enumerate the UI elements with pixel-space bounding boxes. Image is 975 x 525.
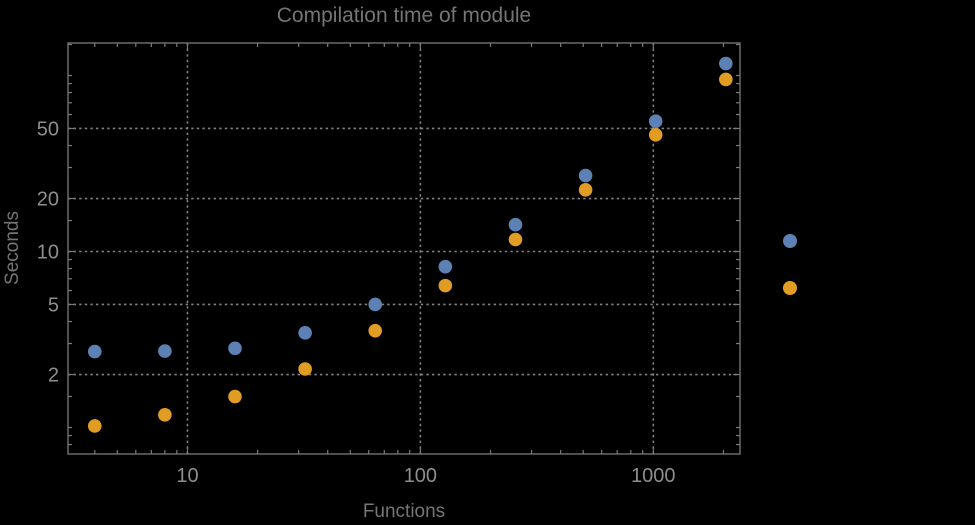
x-axis-label: Functions <box>362 501 446 522</box>
y-tick-label: 2 <box>48 365 59 387</box>
data-point-series2-x2048 <box>719 72 733 87</box>
data-point-series2-x64 <box>368 323 383 338</box>
x-tick-label: 10 <box>176 465 198 487</box>
data-point-series1-x16 <box>228 341 242 356</box>
data-point-series2-x16 <box>228 389 242 404</box>
data-point-series1-x8 <box>158 344 172 358</box>
data-point-series1-x128 <box>438 259 453 274</box>
y-axis-label: Seconds <box>2 211 23 285</box>
data-point-series1-x512 <box>578 168 593 183</box>
legend-swatch-2 <box>783 281 797 295</box>
data-point-series1-x4 <box>87 344 102 359</box>
y-tick-label: 5 <box>48 294 59 316</box>
y-tick-label: 10 <box>37 242 59 264</box>
data-point-series2-x8 <box>158 408 172 422</box>
y-tick-label: 50 <box>37 118 59 140</box>
plot-frame <box>67 42 741 455</box>
data-point-series1-x2048 <box>719 56 733 71</box>
chart-title: Compilation time of module <box>276 4 532 27</box>
legend-swatch-1 <box>783 234 797 248</box>
data-point-series1-x64 <box>368 297 383 312</box>
x-tick-label: 1000 <box>631 465 676 487</box>
data-point-series2-x1024 <box>648 128 663 142</box>
data-point-series2-x4 <box>87 419 102 433</box>
data-point-series2-x32 <box>298 362 312 376</box>
data-point-series1-x256 <box>508 217 523 232</box>
data-point-series2-x256 <box>508 232 523 247</box>
plot-legend <box>783 234 797 295</box>
y-tick-label: 20 <box>37 189 59 211</box>
data-point-series1-x32 <box>298 326 312 340</box>
data-point-series2-x512 <box>578 183 593 197</box>
x-tick-label: 100 <box>404 465 437 487</box>
data-point-series1-x1024 <box>648 114 663 129</box>
data-point-series2-x128 <box>438 278 453 293</box>
